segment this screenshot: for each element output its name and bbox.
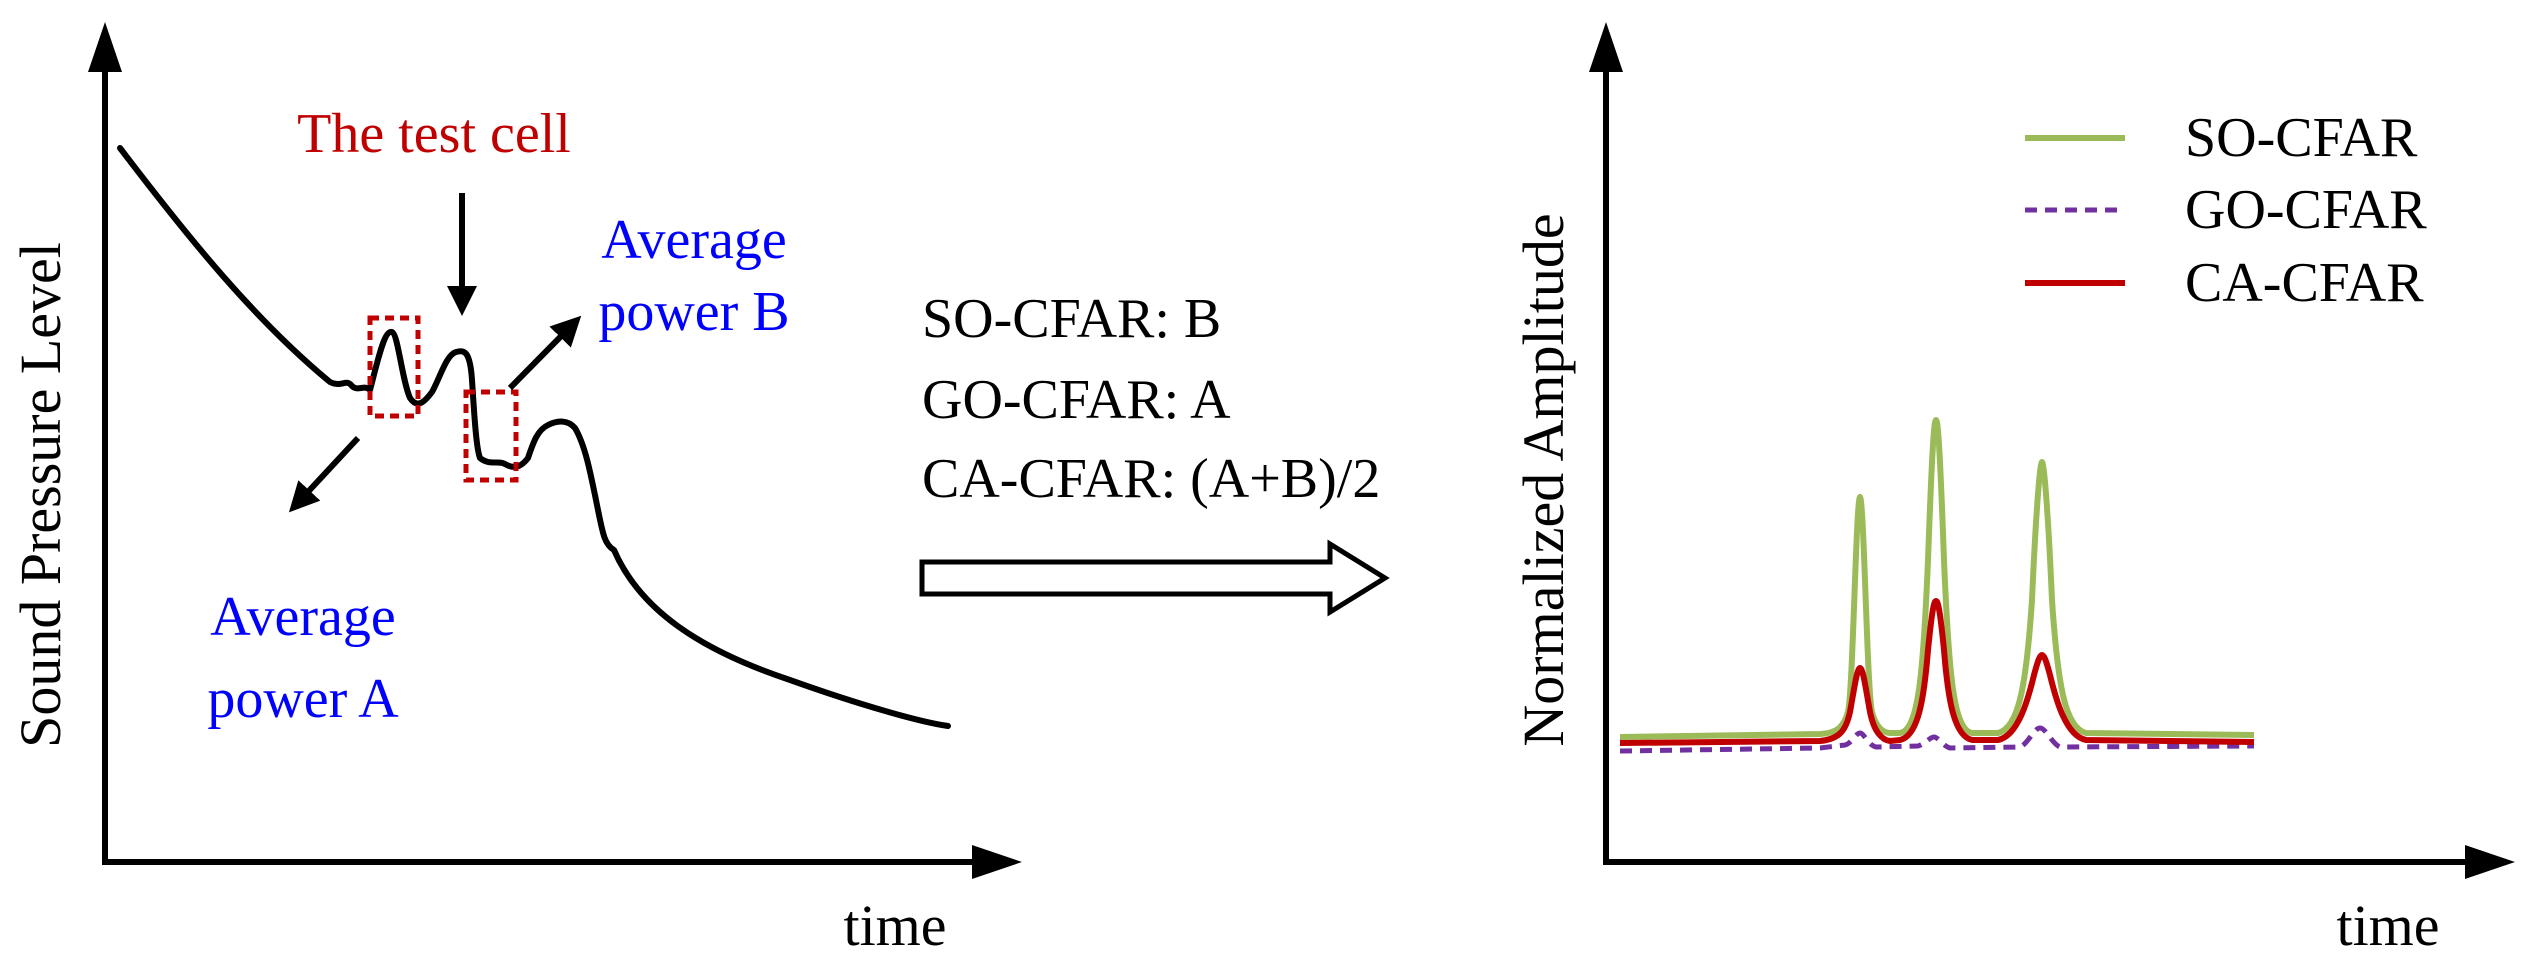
power-a-label-line2: power A (207, 668, 399, 730)
rule-go-cfar: GO-CFAR: A (922, 369, 1231, 431)
test-cell-window-right (463, 389, 519, 483)
right-x-axis-label: time (2336, 893, 2439, 958)
power-b-label-line2: power B (598, 281, 789, 343)
left-y-axis-arrowhead (88, 22, 122, 72)
right-x-axis-arrowhead (2465, 845, 2515, 879)
test-cell-window-left (367, 315, 421, 419)
right-panel: SO-CFAR GO-CFAR CA-CFAR Normalized Ampli… (1511, 22, 2515, 958)
so-cfar-curve (1619, 417, 2255, 740)
left-panel: The test cell Average power B Average po… (8, 22, 1022, 958)
right-y-axis-label: Normalized Amplitude (1511, 213, 1576, 746)
rule-ca-cfar: CA-CFAR: (A+B)/2 (922, 448, 1380, 510)
power-a-label-line1: Average (210, 586, 396, 648)
power-b-label-line1: Average (601, 209, 787, 271)
left-x-axis-arrowhead (972, 845, 1022, 879)
legend-label-go-cfar: GO-CFAR (2185, 179, 2427, 241)
legend-label-ca-cfar: CA-CFAR (2185, 252, 2424, 314)
transform-arrow (919, 539, 1390, 617)
left-x-axis-label: time (843, 893, 946, 958)
sound-pressure-curve (117, 145, 951, 729)
cfar-rules: SO-CFAR: B GO-CFAR: A CA-CFAR: (A+B)/2 (919, 288, 1390, 617)
legend: SO-CFAR GO-CFAR CA-CFAR (2025, 107, 2427, 314)
left-y-axis-label: Sound Pressure Level (8, 242, 73, 748)
power-a-arrow (288, 435, 361, 513)
rule-so-cfar: SO-CFAR: B (922, 288, 1221, 350)
power-b-arrow (507, 315, 582, 391)
test-cell-label: The test cell (297, 103, 571, 165)
legend-label-so-cfar: SO-CFAR (2185, 107, 2418, 169)
ca-cfar-curve (1619, 598, 2255, 746)
right-y-axis-arrowhead (1589, 22, 1623, 72)
go-cfar-curve (1619, 725, 2255, 754)
